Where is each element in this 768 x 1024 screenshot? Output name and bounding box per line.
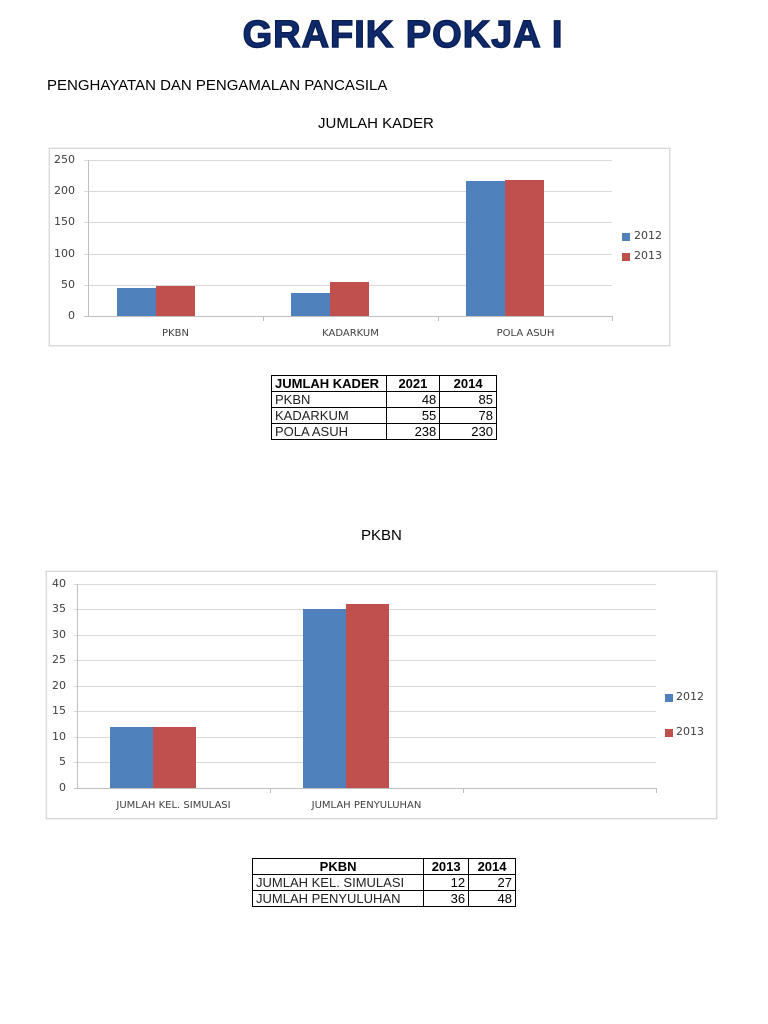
table-cell: 48	[385, 391, 441, 408]
chart2-ytick: 5	[59, 755, 66, 768]
legend-swatch-2012	[622, 233, 630, 241]
table-cell: JUMLAH KEL. SIMULASI	[251, 874, 425, 891]
chart1-bar-pkbn-2012	[117, 288, 156, 316]
chart2-category-label: JUMLAH KEL. SIMULASI	[116, 800, 231, 811]
table-cell: PKBN	[271, 391, 387, 408]
chart1-bar-kadarkum-2012	[291, 293, 330, 316]
table-cell: 36	[423, 890, 470, 907]
table-pkbn: PKBN 2013 2014 JUMLAH KEL. SIMULASI 12 2…	[251, 858, 516, 907]
table-cell: KADARKUM	[271, 407, 387, 424]
chart1-ytick: 50	[61, 278, 75, 291]
chart1-ytick: 100	[54, 247, 75, 260]
chart2-bar-simulasi-2013	[153, 727, 196, 788]
legend-swatch-2013	[622, 253, 630, 261]
chart2-bar-simulasi-2012	[110, 727, 153, 788]
table-cell: 85	[439, 391, 497, 408]
section-title: PENGHAYATAN DAN PENGAMALAN PANCASILA	[47, 77, 388, 94]
table-cell: 27	[468, 874, 516, 891]
chart1-ytick: 250	[54, 153, 75, 166]
table-header-cell: 2013	[423, 858, 470, 875]
table-cell: POLA ASUH	[271, 423, 387, 440]
table-cell: 48	[468, 890, 516, 907]
table-cell: 238	[385, 423, 441, 440]
chart1-gridline	[84, 160, 612, 161]
legend-label-2012: 2012	[634, 229, 662, 242]
legend-label-2013: 2013	[676, 725, 704, 738]
chart2-gridline	[74, 584, 656, 585]
chart2-heading: PKBN	[361, 527, 402, 544]
table-header-cell: 2014	[439, 375, 497, 392]
table-cell: 78	[439, 407, 497, 424]
chart1-x-tick	[612, 316, 613, 321]
table-row: JUMLAH PENYULUHAN 36 48	[251, 890, 516, 907]
table-header-cell: 2014	[468, 858, 516, 875]
table-jumlah-kader: JUMLAH KADER 2021 2014 PKBN 48 85 KADARK…	[271, 375, 497, 440]
legend-label-2013: 2013	[634, 249, 662, 262]
chart2-bar-penyuluhan-2012	[303, 609, 346, 788]
table-cell: JUMLAH PENYULUHAN	[251, 890, 425, 907]
chart1-bar-pola-asuh-2013	[505, 180, 544, 316]
table-cell: 55	[385, 407, 441, 424]
chart2-y-axis	[77, 584, 78, 789]
chart2-ytick: 20	[52, 679, 66, 692]
table-header-cell: 2021	[385, 375, 441, 392]
chart2-bar-penyuluhan-2013	[346, 604, 389, 788]
chart1-x-tick	[438, 316, 439, 321]
chart2-x-tick	[463, 788, 464, 793]
chart1-category-label: KADARKUM	[322, 328, 379, 339]
chart2-ytick: 15	[52, 704, 66, 717]
table-cell: 12	[423, 874, 470, 891]
chart1-y-axis	[88, 160, 89, 317]
chart1-category-label: POLA ASUH	[496, 328, 555, 339]
table-header-row: PKBN 2013 2014	[251, 858, 516, 875]
chart1-category-label: PKBN	[162, 328, 189, 339]
chart1-ytick: 200	[54, 184, 75, 197]
chart1-ytick: 0	[68, 309, 75, 322]
chart2-category-label: JUMLAH PENYULUHAN	[311, 800, 422, 811]
chart1-bar-pola-asuh-2012	[466, 181, 505, 316]
chart2-ytick: 35	[52, 602, 66, 615]
chart2-ytick: 40	[52, 577, 66, 590]
page-title: GRAFIK POKJA I	[242, 13, 564, 56]
chart1-gridline	[84, 222, 612, 223]
chart2-x-tick	[656, 788, 657, 793]
chart1-x-tick	[263, 316, 264, 321]
legend-label-2012: 2012	[676, 690, 704, 703]
chart2-ytick: 25	[52, 653, 66, 666]
table-header-cell: JUMLAH KADER	[271, 375, 387, 392]
chart1-gridline	[84, 254, 612, 255]
chart2-ytick: 10	[52, 730, 66, 743]
chart1-gridline	[84, 191, 612, 192]
chart2-ytick: 0	[59, 781, 66, 794]
table-header-cell: PKBN	[251, 858, 425, 875]
table-cell: 230	[439, 423, 497, 440]
table-row: POLA ASUH 238 230	[271, 423, 497, 440]
legend-swatch-2013	[665, 729, 673, 737]
table-row: JUMLAH KEL. SIMULASI 12 27	[251, 874, 516, 891]
legend-swatch-2012	[665, 694, 673, 702]
chart2-x-axis	[74, 788, 656, 789]
chart2-x-tick	[270, 788, 271, 793]
chart1-bar-kadarkum-2013	[330, 282, 369, 316]
chart1-x-axis	[84, 316, 612, 317]
chart2-ytick: 30	[52, 628, 66, 641]
table-row: KADARKUM 55 78	[271, 407, 497, 424]
table-header-row: JUMLAH KADER 2021 2014	[271, 375, 497, 392]
chart1-ytick: 150	[54, 215, 75, 228]
table-row: PKBN 48 85	[271, 391, 497, 408]
chart1-heading: JUMLAH KADER	[318, 115, 434, 132]
chart1-bar-pkbn-2013	[156, 286, 195, 316]
